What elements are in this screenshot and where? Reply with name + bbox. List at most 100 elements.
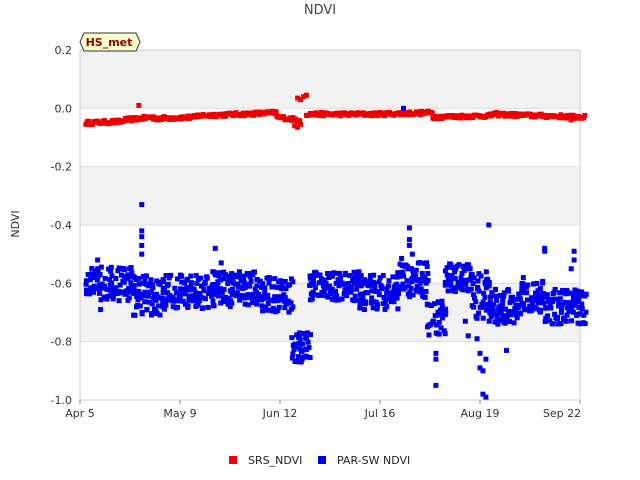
par-sw-ndvi-point: [89, 274, 95, 280]
par-sw-ndvi-point: [238, 292, 244, 298]
par-sw-ndvi-point: [540, 280, 546, 286]
par-sw-ndvi-point: [279, 281, 285, 287]
par-sw-ndvi-point: [400, 269, 406, 275]
par-sw-ndvi-point: [108, 268, 114, 274]
par-sw-ndvi-point: [491, 311, 497, 317]
par-sw-ndvi-point: [125, 289, 131, 295]
par-sw-ndvi-point: [394, 295, 400, 301]
par-sw-ndvi-point: [483, 307, 489, 313]
par-sw-ndvi-point: [229, 271, 235, 277]
srs-ndvi-point: [557, 115, 563, 121]
par-sw-ndvi-point: [516, 291, 522, 297]
srs-ndvi-point: [298, 121, 304, 127]
par-sw-ndvi-point: [286, 309, 292, 315]
par-sw-ndvi-point: [358, 283, 364, 289]
par-sw-ndvi-point: [336, 297, 342, 303]
par-sw-ndvi-point: [386, 278, 392, 284]
par-sw-ndvi-point: [372, 280, 378, 286]
par-sw-ndvi-point: [271, 284, 277, 290]
par-sw-ndvi-point: [553, 296, 559, 302]
par-sw-ndvi-point: [423, 288, 429, 294]
par-sw-ndvi-point: [406, 242, 412, 248]
par-sw-ndvi-point: [397, 273, 403, 279]
par-sw-ndvi-point: [401, 105, 407, 111]
srs-ndvi-point: [251, 112, 257, 118]
par-sw-ndvi-point: [354, 282, 360, 288]
par-sw-ndvi-point: [487, 299, 493, 305]
par-sw-ndvi-point: [159, 295, 165, 301]
srs-ndvi-point: [301, 94, 307, 100]
par-sw-ndvi-point: [386, 290, 392, 296]
par-sw-ndvi-point: [179, 273, 185, 279]
par-sw-ndvi-point: [247, 274, 253, 280]
par-sw-ndvi-point: [254, 277, 260, 283]
par-sw-ndvi-point: [226, 278, 232, 284]
par-sw-ndvi-point: [483, 356, 489, 362]
par-sw-ndvi-point: [249, 300, 255, 306]
par-sw-ndvi-point: [495, 321, 501, 327]
par-sw-ndvi-point: [263, 295, 269, 301]
par-sw-ndvi-point: [254, 283, 260, 289]
par-sw-ndvi-point: [197, 290, 203, 296]
par-sw-ndvi-point: [382, 306, 388, 312]
par-sw-ndvi-point: [542, 245, 548, 251]
par-sw-ndvi-point: [433, 350, 439, 356]
par-sw-ndvi-point: [443, 310, 449, 316]
par-sw-ndvi-point: [490, 307, 496, 313]
par-sw-ndvi-point: [237, 269, 243, 275]
par-sw-ndvi-point: [454, 284, 460, 290]
srs-ndvi-point: [527, 111, 533, 117]
par-sw-ndvi-point: [116, 298, 122, 304]
par-sw-ndvi-point: [121, 267, 127, 273]
par-sw-ndvi-point: [113, 275, 119, 281]
par-sw-ndvi-point: [272, 276, 278, 282]
par-sw-ndvi-point: [136, 281, 142, 287]
par-sw-ndvi-point: [329, 286, 335, 292]
par-sw-ndvi-point: [328, 291, 334, 297]
par-sw-ndvi-point: [371, 272, 377, 278]
par-sw-ndvi-point: [344, 293, 350, 299]
par-sw-ndvi-point: [242, 301, 248, 307]
par-sw-ndvi-point: [229, 286, 235, 292]
par-sw-ndvi-point: [529, 295, 535, 301]
par-sw-ndvi-point: [145, 293, 151, 299]
par-sw-ndvi-point: [462, 277, 468, 283]
par-sw-ndvi-point: [566, 308, 572, 314]
par-sw-ndvi-point: [418, 286, 424, 292]
par-sw-ndvi-point: [421, 278, 427, 284]
par-sw-ndvi-point: [466, 262, 472, 268]
srs-ndvi-point: [90, 121, 95, 127]
y-tick-label: -0.4: [51, 219, 72, 232]
par-sw-ndvi-point: [576, 298, 582, 304]
par-sw-ndvi-point: [329, 296, 335, 302]
par-sw-ndvi-point: [98, 264, 104, 270]
par-sw-ndvi-point: [411, 270, 417, 276]
par-sw-ndvi-point: [480, 304, 486, 310]
par-sw-ndvi-point: [192, 289, 198, 295]
y-tick-label: 0.2: [55, 44, 73, 57]
legend-label-par-sw-ndvi: PAR-SW NDVI: [337, 454, 410, 467]
par-sw-ndvi-point: [218, 300, 224, 306]
par-sw-ndvi-point: [372, 284, 378, 290]
par-sw-ndvi-point: [394, 281, 400, 287]
par-sw-ndvi-point: [109, 280, 115, 286]
par-sw-ndvi-point: [165, 290, 171, 296]
par-sw-ndvi-point: [259, 284, 265, 290]
par-sw-ndvi-point: [254, 296, 260, 302]
par-sw-ndvi-point: [87, 277, 93, 283]
par-sw-ndvi-series: [83, 105, 589, 400]
par-sw-ndvi-point: [410, 292, 416, 298]
x-tick-label: Jun 12: [262, 407, 298, 420]
par-sw-ndvi-point: [436, 319, 442, 325]
par-sw-ndvi-point: [552, 286, 558, 292]
par-sw-ndvi-point: [108, 264, 114, 270]
par-sw-ndvi-point: [549, 321, 555, 327]
par-sw-ndvi-point: [217, 289, 223, 295]
par-sw-ndvi-point: [182, 290, 188, 296]
par-sw-ndvi-point: [104, 286, 110, 292]
par-sw-ndvi-point: [350, 277, 356, 283]
par-sw-ndvi-point: [317, 272, 323, 278]
par-sw-ndvi-point: [105, 293, 111, 299]
par-sw-ndvi-point: [184, 285, 190, 291]
par-sw-ndvi-point: [154, 311, 160, 317]
